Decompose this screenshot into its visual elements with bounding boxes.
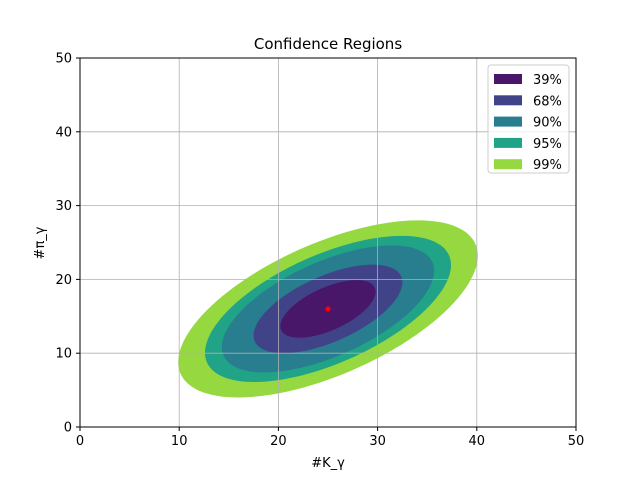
legend-label: 99%: [533, 158, 562, 173]
legend-swatch: [494, 95, 522, 106]
y-tick-label: 40: [55, 125, 72, 140]
x-axis-label: #K_γ: [311, 456, 345, 471]
legend-items: 39% 68% 90% 95% 99%: [494, 73, 562, 173]
x-tick-label: 30: [369, 434, 386, 449]
legend-label: 95%: [533, 137, 562, 152]
x-tick-label: 20: [270, 434, 287, 449]
legend-label: 68%: [533, 94, 562, 109]
plot-frame: [79, 57, 577, 428]
y-tick-label: 20: [55, 273, 72, 288]
legend-swatch: [494, 74, 522, 84]
chart-title: Confidence Regions: [254, 35, 402, 53]
x-tick-label: 50: [568, 434, 585, 449]
y-tick-label: 0: [64, 421, 72, 436]
y-axis-label: #π_γ: [33, 226, 48, 259]
y-tick-label: 10: [55, 347, 72, 362]
y-tick-label: 50: [55, 52, 72, 67]
x-axis-ticks: 0 10 20 30 40 50: [76, 427, 584, 449]
center-point: [325, 306, 331, 312]
legend-swatch: [494, 137, 522, 148]
x-tick-label: 40: [469, 434, 486, 449]
x-tick-label: 10: [171, 434, 188, 449]
y-axis-ticks: 0 10 20 30 40 50: [55, 52, 80, 436]
legend: 39% 68% 90% 95% 99%: [487, 64, 570, 174]
center-marker-layer: [325, 306, 331, 312]
x-tick-label: 0: [76, 434, 84, 449]
legend-swatch: [494, 159, 522, 170]
legend-label: 39%: [533, 73, 562, 88]
legend-swatch: [494, 116, 522, 127]
y-tick-label: 30: [55, 199, 72, 214]
legend-label: 90%: [533, 116, 562, 131]
